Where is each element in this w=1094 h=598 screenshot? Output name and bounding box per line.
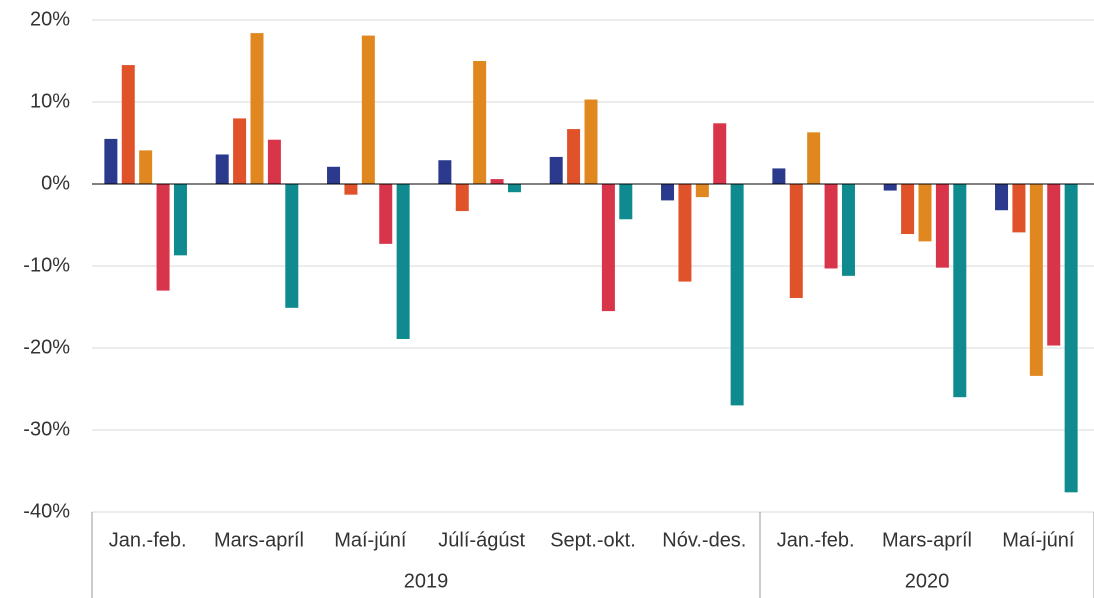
bar — [772, 168, 786, 184]
x-tick-label: Maí-júní — [334, 529, 407, 551]
bar — [730, 184, 744, 406]
bar — [173, 184, 187, 256]
bar — [344, 184, 358, 195]
bar — [549, 156, 563, 184]
bar — [455, 184, 469, 212]
bar — [678, 184, 692, 282]
bar — [156, 184, 170, 291]
x-tick-label: Maí-júní — [1002, 529, 1075, 551]
bar — [953, 184, 967, 398]
bar — [789, 184, 803, 298]
bar — [901, 184, 915, 235]
bar — [1047, 184, 1061, 346]
bar — [1012, 184, 1026, 233]
bar — [507, 184, 521, 193]
group-label: 2020 — [905, 570, 950, 592]
bar — [1064, 184, 1078, 493]
bar — [567, 129, 581, 184]
bar — [490, 179, 504, 184]
bar — [361, 35, 375, 184]
bar — [396, 184, 410, 339]
bar — [995, 184, 1009, 211]
bar — [327, 166, 341, 184]
bar — [121, 65, 135, 184]
bar — [379, 184, 393, 244]
y-tick-label: -30% — [23, 418, 70, 440]
y-tick-label: 0% — [41, 172, 70, 194]
bar — [713, 123, 727, 184]
bar — [104, 138, 118, 184]
bar — [883, 184, 897, 191]
bar — [250, 33, 264, 185]
bar — [139, 150, 153, 184]
bar — [584, 99, 598, 184]
bar — [601, 184, 615, 312]
bar — [215, 154, 229, 184]
bar — [824, 184, 838, 269]
y-tick-label: 10% — [30, 90, 70, 112]
group-label: 2019 — [404, 570, 449, 592]
x-tick-label: Jan.-feb. — [109, 529, 187, 551]
x-tick-label: Nóv.-des. — [662, 529, 746, 551]
bar — [233, 118, 247, 184]
bar — [619, 184, 633, 220]
x-tick-label: Jan.-feb. — [777, 529, 855, 551]
bar — [267, 139, 281, 184]
bar — [1029, 184, 1043, 376]
bar — [935, 184, 949, 268]
bar — [285, 184, 299, 308]
x-tick-label: Mars-apríl — [882, 529, 972, 551]
y-tick-label: -20% — [23, 336, 70, 358]
bar — [438, 160, 452, 184]
bar — [695, 184, 709, 198]
bar — [807, 132, 821, 184]
x-tick-label: Mars-apríl — [214, 529, 304, 551]
bar — [473, 61, 487, 184]
bar — [661, 184, 675, 201]
bar — [918, 184, 932, 242]
bar — [841, 184, 855, 276]
x-tick-label: Júlí-ágúst — [438, 529, 525, 551]
y-tick-label: -40% — [23, 500, 70, 522]
x-tick-label: Sept.-okt. — [550, 529, 636, 551]
y-tick-label: 20% — [30, 8, 70, 30]
y-tick-label: -10% — [23, 254, 70, 276]
